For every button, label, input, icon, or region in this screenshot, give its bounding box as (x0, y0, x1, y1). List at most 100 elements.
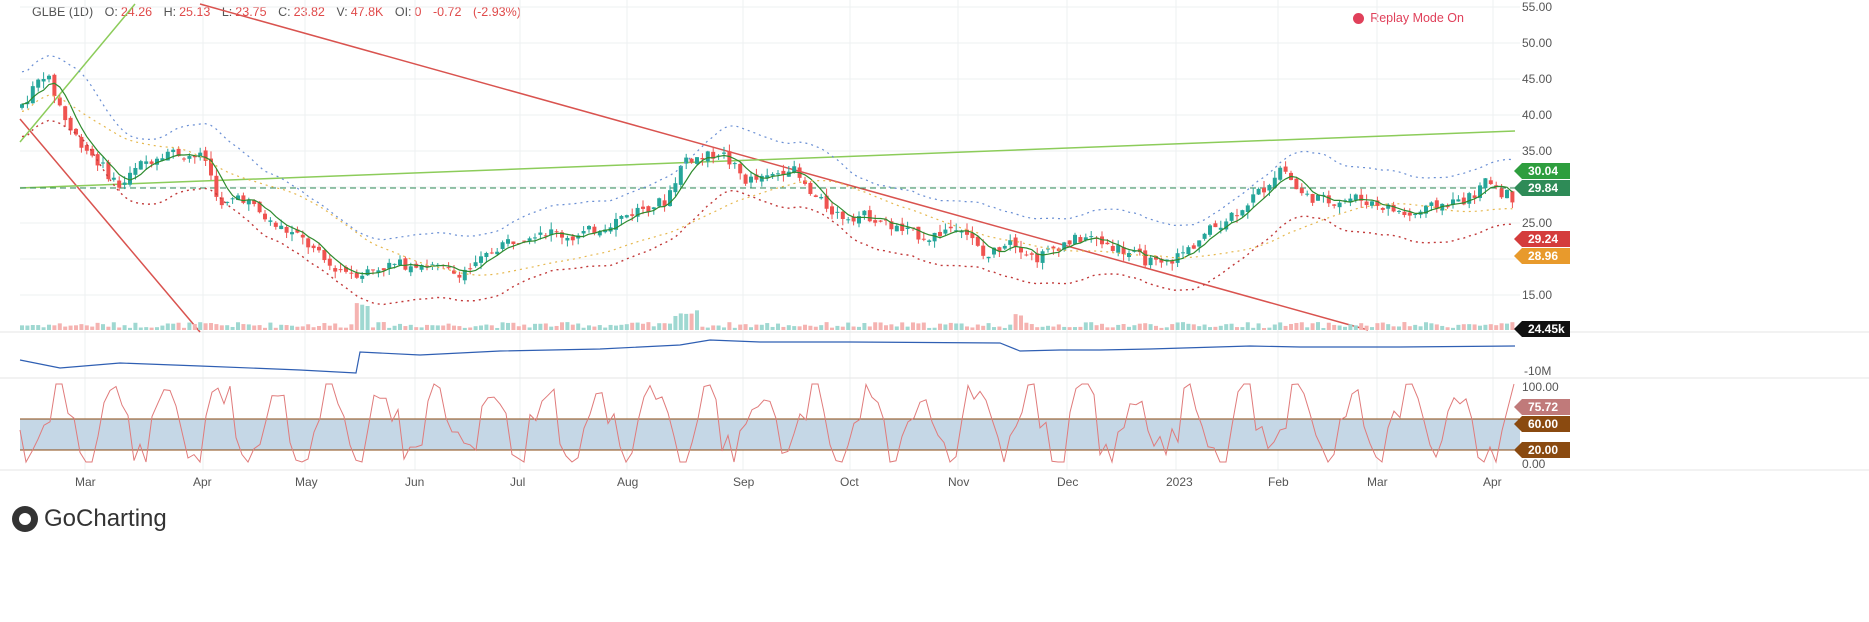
volume-bar (1289, 323, 1293, 330)
candle-down (592, 226, 597, 234)
volume-bar (273, 327, 278, 330)
volume-bar (408, 324, 413, 330)
time-axis-label: Jun (405, 475, 425, 489)
volume-bar (1397, 326, 1401, 330)
volume-bar (603, 327, 608, 330)
volume-bar (662, 323, 667, 330)
volume-bar (630, 322, 635, 330)
candle-up (1116, 245, 1121, 253)
brand-name: GoCharting (44, 505, 167, 532)
volume-bar (1019, 315, 1023, 330)
candle-up (419, 265, 424, 270)
volume-bar (327, 325, 332, 330)
candle-down (938, 231, 942, 236)
candle-up (365, 269, 370, 276)
symbol-label[interactable]: GLBE (1D) (32, 5, 94, 19)
candle-up (684, 157, 689, 164)
volume-bar (597, 325, 602, 330)
candle-down (457, 274, 462, 278)
volume-bar (1364, 325, 1369, 330)
candle-up (160, 158, 165, 161)
brand-watermark: GoCharting (12, 505, 167, 533)
volume-bar (819, 325, 824, 330)
volume-bar (1191, 324, 1196, 330)
candle-down (468, 268, 473, 270)
volume-bar (376, 322, 381, 330)
volume-bar (419, 327, 424, 330)
volume-bar (1116, 324, 1121, 330)
volume-bar (1024, 322, 1029, 330)
volume-bar (1310, 323, 1315, 330)
candle-down (252, 200, 257, 205)
candle-up (1348, 198, 1353, 203)
volume-bar (1353, 325, 1358, 330)
candle-up (549, 229, 554, 236)
candle-up (398, 259, 402, 266)
candle-up (1505, 189, 1509, 199)
candle-down (1294, 178, 1299, 190)
candle-down (354, 272, 359, 278)
candle-down (1013, 237, 1018, 247)
candle-up (1440, 203, 1445, 211)
candle-up (430, 264, 435, 266)
volume-bar (813, 326, 818, 330)
volume-bar (1224, 324, 1229, 330)
rsi-line (19, 382, 1515, 464)
candle-down (965, 229, 969, 235)
replay-mode-indicator[interactable]: Replay Mode On (1353, 11, 1464, 25)
volume-bar (554, 325, 559, 330)
volume-bar (1051, 326, 1056, 330)
volume-bar (1029, 324, 1034, 330)
volume-bar (1121, 324, 1126, 330)
volume-bar (1148, 324, 1153, 330)
volume-bar (1445, 327, 1450, 330)
volume-bar (581, 327, 586, 330)
price-badge: 29.24 (1514, 231, 1570, 247)
candle-up (1175, 253, 1180, 263)
candle-down (338, 269, 343, 271)
candle-up (705, 151, 710, 162)
volume-bar (1424, 322, 1428, 330)
volume-bar (754, 324, 759, 330)
volume-bar (1488, 324, 1493, 330)
candle-down (284, 227, 289, 233)
volume-bar (144, 327, 149, 330)
candle-down (1310, 193, 1315, 203)
candle-up (1370, 201, 1374, 206)
candle-down (830, 206, 834, 215)
volume-bar (360, 304, 365, 330)
volume-bar (155, 327, 159, 330)
record-dot-icon (1353, 12, 1365, 24)
volume-bar (921, 322, 926, 330)
candle-up (862, 210, 867, 216)
volume-bar (241, 324, 246, 330)
volume-bar (884, 325, 888, 330)
candle-down (63, 106, 68, 121)
volume-bar (338, 327, 343, 330)
volume-bar (311, 327, 316, 330)
volume-bar (873, 322, 878, 330)
candle-down (295, 229, 300, 233)
candle-down (1159, 258, 1164, 263)
volume-bar (1510, 322, 1515, 330)
volume-bar (695, 310, 699, 330)
volume-bar (1375, 323, 1380, 330)
volume-bar (673, 315, 678, 330)
candle-up (668, 190, 672, 207)
volume-bar (867, 326, 872, 330)
change-percent: (-2.93%) (472, 5, 521, 19)
candle-down (1170, 261, 1175, 264)
candle-down (322, 249, 327, 261)
time-axis-label: Oct (840, 475, 859, 489)
volume-group (20, 303, 1515, 330)
candle-down (1154, 256, 1158, 260)
volume-bar (1056, 324, 1061, 330)
volume-bar (425, 324, 429, 330)
volume-bar (290, 325, 294, 330)
volume-bar (560, 322, 564, 330)
volume-bar (1197, 326, 1202, 330)
volume-bar (198, 322, 203, 330)
candle-up (1305, 193, 1310, 195)
candle-down (916, 226, 921, 240)
